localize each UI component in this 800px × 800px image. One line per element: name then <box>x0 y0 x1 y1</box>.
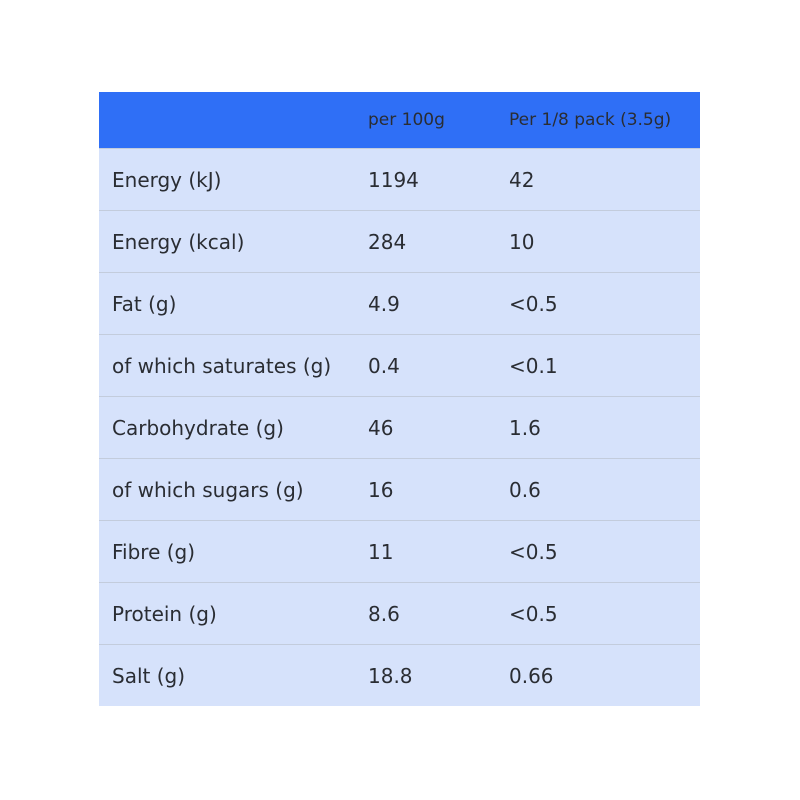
nutrient-label: Fibre (g) <box>99 520 368 583</box>
nutrient-value: <0.1 <box>509 334 700 397</box>
nutrient-value: 1.6 <box>509 396 700 459</box>
nutrient-label: Salt (g) <box>99 644 368 706</box>
table-row: of which sugars (g) 16 0.6 <box>99 458 700 521</box>
header-row: per 100g Per 1/8 pack (3.5g) <box>99 92 700 149</box>
nutrient-label: Fat (g) <box>99 272 368 335</box>
table-row: Carbohydrate (g) 46 1.6 <box>99 396 700 459</box>
header-cell: Per 1/8 pack (3.5g) <box>509 92 700 149</box>
table-head: per 100g Per 1/8 pack (3.5g) <box>99 92 700 149</box>
nutrient-value: 46 <box>368 396 509 459</box>
nutrient-value: <0.5 <box>509 520 700 583</box>
table-row: Protein (g) 8.6 <0.5 <box>99 582 700 645</box>
nutrient-value: 284 <box>368 210 509 273</box>
nutrient-label: Energy (kcal) <box>99 210 368 273</box>
header-cell: per 100g <box>368 92 509 149</box>
nutrient-value: 10 <box>509 210 700 273</box>
nutrient-value: 18.8 <box>368 644 509 706</box>
nutrient-value: 4.9 <box>368 272 509 335</box>
table-row: Energy (kcal) 284 10 <box>99 210 700 273</box>
nutrient-value: 16 <box>368 458 509 521</box>
table-row: Fibre (g) 11 <0.5 <box>99 520 700 583</box>
nutrient-label: Protein (g) <box>99 582 368 645</box>
header-cell <box>99 92 368 149</box>
nutrient-value: 0.66 <box>509 644 700 706</box>
nutrient-label: of which sugars (g) <box>99 458 368 521</box>
table-body: Energy (kJ) 1194 42 Energy (kcal) 284 10 Fat (… <box>99 148 700 706</box>
nutrient-value: <0.5 <box>509 272 700 335</box>
nutrient-label: Carbohydrate (g) <box>99 396 368 459</box>
nutrient-value: 42 <box>509 148 700 211</box>
nutrient-value: <0.5 <box>509 582 700 645</box>
table-row: Salt (g) 18.8 0.66 <box>99 644 700 706</box>
nutrient-value: 0.4 <box>368 334 509 397</box>
nutrition-table-wrap: per 100g Per 1/8 pack (3.5g) Energy (kJ)… <box>99 92 700 706</box>
nutrition-table: per 100g Per 1/8 pack (3.5g) Energy (kJ)… <box>99 92 700 706</box>
nutrient-label: Energy (kJ) <box>99 148 368 211</box>
nutrient-value: 1194 <box>368 148 509 211</box>
table-row: Energy (kJ) 1194 42 <box>99 148 700 211</box>
nutrient-value: 0.6 <box>509 458 700 521</box>
nutrient-label: of which saturates (g) <box>99 334 368 397</box>
table-row: of which saturates (g) 0.4 <0.1 <box>99 334 700 397</box>
nutrient-value: 11 <box>368 520 509 583</box>
table-row: Fat (g) 4.9 <0.5 <box>99 272 700 335</box>
nutrient-value: 8.6 <box>368 582 509 645</box>
